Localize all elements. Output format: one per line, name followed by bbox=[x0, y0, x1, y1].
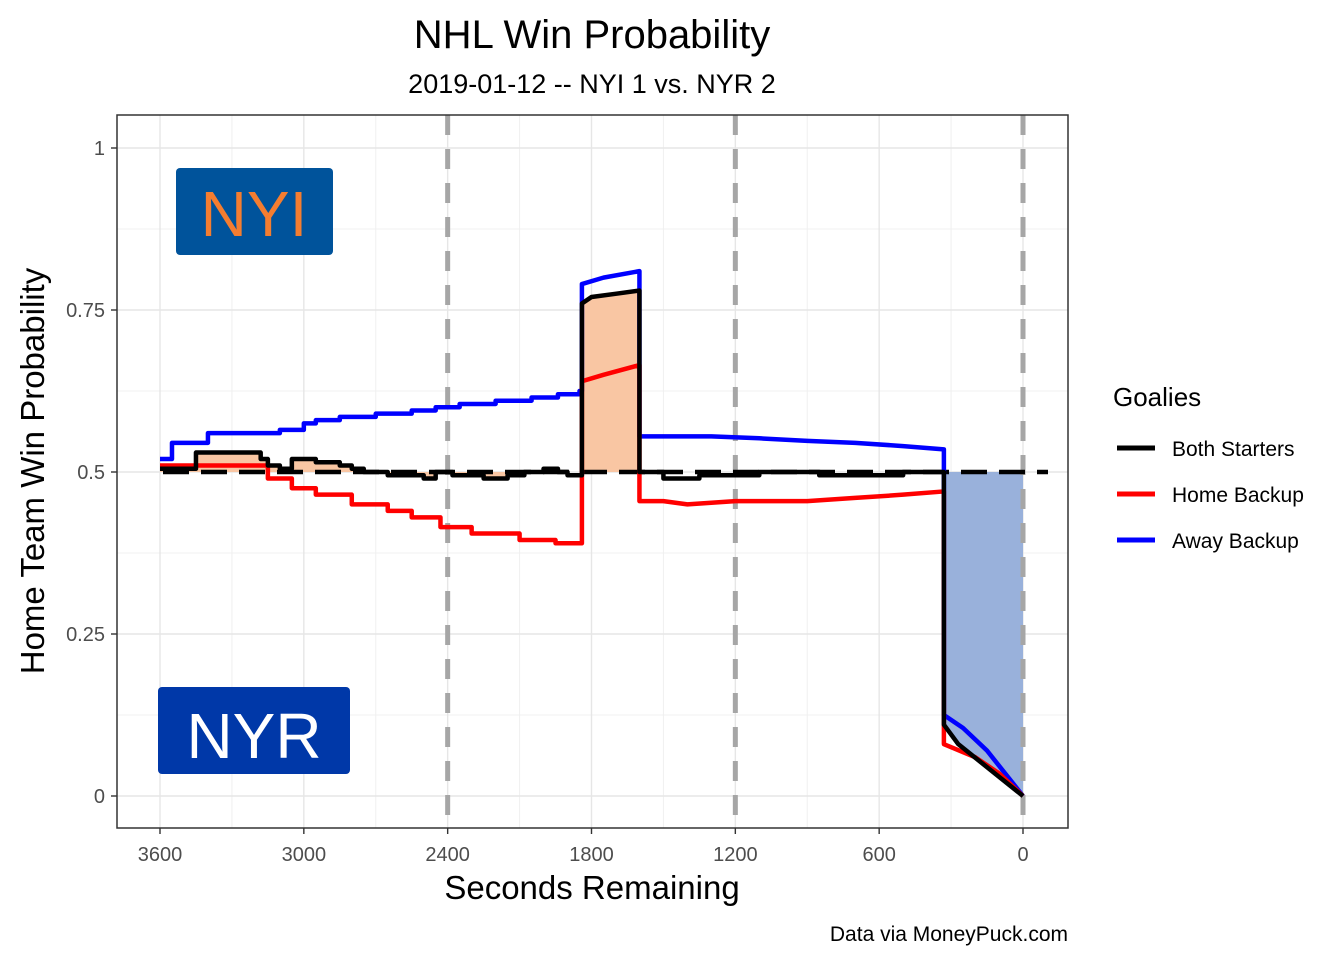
shade-home-second bbox=[581, 290, 640, 476]
y-axis-ticks: 0 0.25 0.5 0.75 1 bbox=[66, 138, 117, 808]
legend-label-both-starters: Both Starters bbox=[1172, 438, 1295, 461]
team-label-top: NYI bbox=[176, 168, 333, 255]
legend-label-away-backup: Away Backup bbox=[1172, 530, 1299, 553]
x-tick-label: 600 bbox=[862, 844, 895, 866]
chart-title: NHL Win Probability bbox=[414, 13, 770, 57]
legend-entry-both-starters: Both Starters bbox=[1117, 438, 1295, 461]
team-label-top-text: NYI bbox=[201, 178, 308, 250]
x-tick-label: 0 bbox=[1017, 844, 1028, 866]
y-tick-label: 0.75 bbox=[66, 300, 105, 322]
y-axis-title: Home Team Win Probability bbox=[14, 267, 51, 674]
caption: Data via MoneyPuck.com bbox=[830, 923, 1068, 946]
team-label-bottom: NYR bbox=[158, 687, 350, 774]
x-tick-label: 3000 bbox=[282, 844, 327, 866]
legend-entry-home-backup: Home Backup bbox=[1117, 484, 1304, 507]
shade-away-third bbox=[943, 472, 1023, 796]
team-label-top-background bbox=[176, 168, 333, 255]
x-tick-label: 2400 bbox=[425, 844, 470, 866]
legend-label-home-backup: Home Backup bbox=[1172, 484, 1304, 507]
x-axis-title: Seconds Remaining bbox=[444, 869, 739, 906]
y-tick-label: 0.25 bbox=[66, 624, 105, 646]
x-tick-label: 1800 bbox=[569, 844, 614, 866]
team-label-bottom-text: NYR bbox=[186, 700, 321, 772]
series-line-away-backup bbox=[160, 268, 1025, 798]
legend: Goalies Both Starters Home Backup Away B… bbox=[1113, 382, 1304, 553]
legend-entry-away-backup: Away Backup bbox=[1117, 530, 1299, 553]
chart-subtitle: 2019-01-12 -- NYI 1 vs. NYR 2 bbox=[408, 69, 776, 99]
x-tick-label: 1200 bbox=[713, 844, 758, 866]
team-label-bottom-background bbox=[158, 687, 350, 774]
legend-title: Goalies bbox=[1113, 382, 1201, 412]
x-axis-ticks: 3600 3000 2400 1800 1200 600 0 bbox=[138, 828, 1029, 866]
y-tick-label: 1 bbox=[94, 138, 105, 160]
y-tick-label: 0.5 bbox=[77, 462, 105, 484]
series-lines bbox=[160, 268, 1025, 798]
x-tick-label: 3600 bbox=[138, 844, 183, 866]
shaded-areas bbox=[160, 290, 1023, 796]
y-tick-label: 0 bbox=[94, 786, 105, 808]
series-line-home-backup bbox=[160, 362, 1025, 798]
series-line-both-starters bbox=[160, 288, 1025, 798]
